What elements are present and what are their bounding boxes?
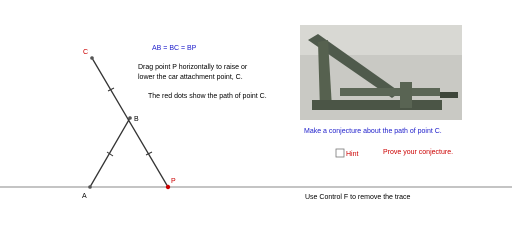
point-c[interactable] <box>90 56 94 60</box>
prove-text: Prove your conjecture. <box>383 149 453 156</box>
applet: C B A P AB = BC = BP Drag point P horizo… <box>0 25 512 201</box>
point-p[interactable] <box>165 184 171 190</box>
label-a: A <box>82 193 87 200</box>
label-p: P <box>171 178 176 185</box>
photo <box>300 25 462 120</box>
instruction-line: lower the car attachment point, C. <box>138 74 243 81</box>
tick-marks <box>106 87 153 157</box>
label-b: B <box>134 116 139 123</box>
hint-label[interactable]: Hint <box>346 151 359 158</box>
point-b <box>128 116 132 120</box>
segment-ba <box>89 117 131 188</box>
segment-cp <box>91 57 169 188</box>
trace-note: The red dots show the path of point C. <box>148 93 267 100</box>
equation: AB = BC = BP <box>152 45 197 52</box>
hint-checkbox[interactable] <box>335 148 345 158</box>
instruction-line: Drag point P horizontally to raise or <box>138 64 248 71</box>
footer-note: Use Control F to remove the trace <box>305 194 411 201</box>
conjecture: Make a conjecture about the path of poin… <box>304 128 442 135</box>
label-c: C <box>83 49 88 56</box>
point-a <box>88 185 92 189</box>
